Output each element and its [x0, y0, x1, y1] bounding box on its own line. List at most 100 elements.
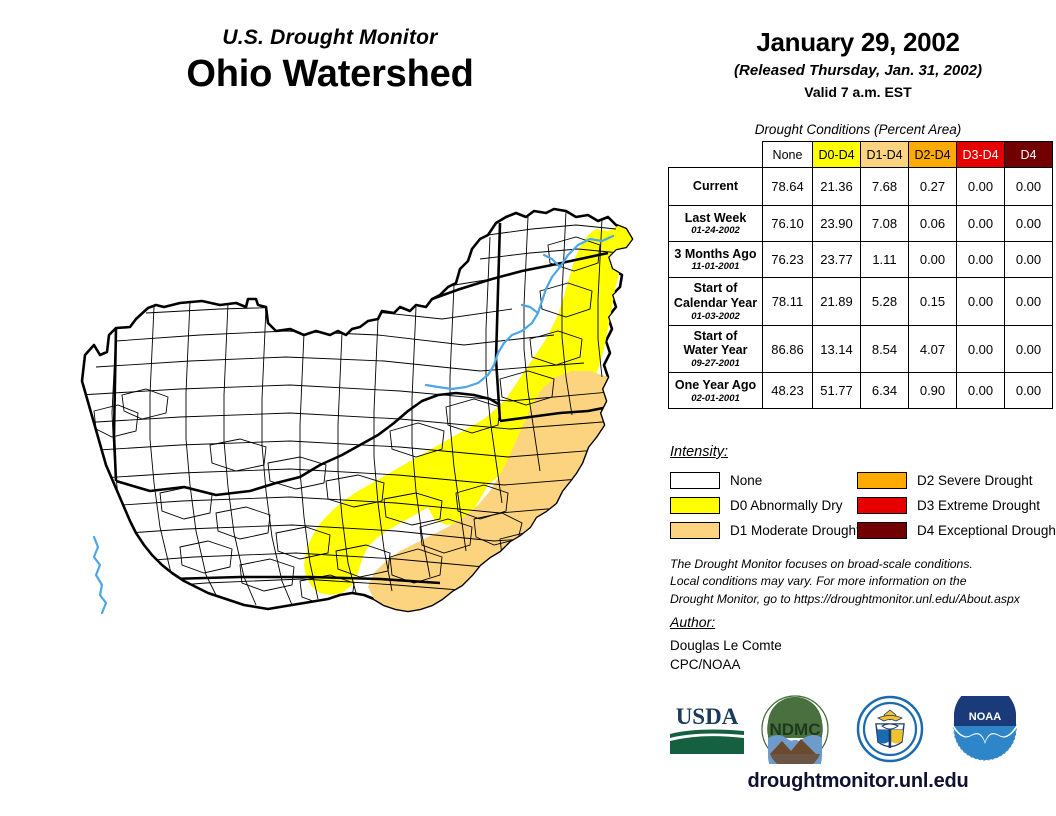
table-cell-none: 76.23 — [762, 241, 813, 278]
table-cell-d2-d4: 0.00 — [908, 241, 957, 278]
legend-column-left: None D0 Abnormally Dry D1 Moderate Drought — [670, 468, 860, 543]
author-affiliation: CPC/NOAA — [670, 657, 741, 673]
table-cell-d2-d4: 0.06 — [908, 205, 957, 242]
table-row: Start of Water Year 09-27-2001 86.86 13.14 8.… — [668, 324, 1053, 374]
row-label-text: Start of — [693, 281, 738, 295]
disclaimer-line-1: The Drought Monitor focuses on broad-sca… — [670, 557, 973, 571]
river-lines — [92, 234, 615, 615]
table-cell-d4: 0.00 — [1004, 277, 1053, 326]
drought-conditions-table: None D0-D4 D1-D4 D2-D4 D3-D4 D4 Current 78.64 2… — [668, 141, 1053, 410]
row-label: One Year Ago 02-01-2001 — [668, 372, 763, 410]
table-cell-d3-d4: 0.00 — [956, 205, 1005, 242]
table-cell-d3-d4: 0.00 — [956, 241, 1005, 278]
row-label-date: 09-27-2001 — [691, 358, 740, 370]
table-row: 3 Months Ago 11-01-2001 76.23 23.77 1.11 0.00… — [668, 241, 1053, 278]
legend-label: D0 Abnormally Dry — [730, 497, 843, 513]
legend-item: D4 Exceptional Drought — [857, 518, 1056, 542]
table-cell-d4: 0.00 — [1004, 324, 1053, 374]
row-label: Start of Water Year 09-27-2001 — [668, 324, 763, 374]
table-cell-none: 48.23 — [762, 372, 813, 410]
table-header-d1-d4: D1-D4 — [860, 141, 909, 168]
usda-logo: USDA — [670, 704, 744, 754]
released-on-text: (Released Thursday, Jan. 31, 2002) — [734, 61, 982, 79]
table-cell-none: 78.11 — [762, 277, 813, 326]
table-cell-d1-d4: 6.34 — [860, 372, 909, 410]
row-label-text: Start of — [693, 328, 738, 343]
table-cell-d4: 0.00 — [1004, 241, 1053, 278]
d2-severe-drought-region — [516, 531, 554, 561]
legend-item: D2 Severe Drought — [857, 468, 1056, 492]
table-cell-d2-d4: 4.07 — [908, 324, 957, 374]
legend-label: None — [730, 472, 763, 488]
legend-column-right: D2 Severe Drought D3 Extreme Drought D4 Ex… — [857, 468, 1056, 543]
table-cell-d0-d4: 51.77 — [812, 372, 861, 410]
table-cell-d2-d4: 0.15 — [908, 277, 957, 326]
page-title-block: U.S. Drought Monitor Ohio Watershed — [0, 26, 660, 97]
page-subtitle: U.S. Drought Monitor — [222, 26, 438, 49]
table-corner-cell — [669, 142, 763, 168]
legend-item: D1 Moderate Drought — [670, 518, 860, 542]
table-header-d4: D4 — [1004, 141, 1053, 168]
row-label-text: 3 Months Ago — [674, 246, 757, 261]
svg-text:NOAA: NOAA — [969, 711, 1001, 723]
table-cell-d0-d4: 23.90 — [812, 205, 861, 242]
table-header-d0-d4: D0-D4 — [812, 141, 861, 168]
row-label: Start of Calendar Year 01-03-2002 — [668, 277, 763, 326]
table-cell-d3-d4: 0.00 — [956, 372, 1005, 410]
table-cell-d0-d4: 13.14 — [812, 324, 861, 374]
author-heading: Author: — [670, 614, 716, 630]
row-label: Current — [668, 167, 763, 206]
release-date: January 29, 2002 — [756, 27, 960, 57]
noaa-logo: NOAA — [953, 696, 1017, 761]
legend-swatch — [670, 496, 720, 514]
row-label-date: 01-03-2002 — [691, 310, 740, 322]
row-label-text: One Year Ago — [674, 377, 757, 392]
table-cell-d1-d4: 1.11 — [860, 241, 909, 278]
table-header-none: None — [762, 141, 813, 168]
author-info: Douglas Le Comte CPC/NOAA — [670, 636, 782, 674]
row-label: 3 Months Ago 11-01-2001 — [668, 241, 763, 278]
ndmc-logo: NDMC — [761, 695, 829, 764]
drought-map — [60, 195, 660, 665]
table-row: Last Week 01-24-2002 76.10 23.90 7.08 0.06 0.0… — [668, 205, 1053, 242]
date-block: January 29, 2002 (Released Thursday, Jan… — [660, 27, 1056, 102]
ohio-watershed-map-svg — [80, 207, 634, 615]
table-cell-d1-d4: 7.68 — [860, 167, 909, 206]
table-cell-d1-d4: 7.08 — [860, 205, 909, 242]
legend-label: D3 Extreme Drought — [917, 497, 1041, 513]
table-cell-d3-d4: 0.00 — [956, 277, 1005, 326]
valid-time-text: Valid 7 a.m. EST — [804, 84, 912, 101]
row-label-date: 11-01-2001 — [691, 261, 740, 273]
doc-seal-logo — [856, 695, 924, 763]
table-header-d2-d4: D2-D4 — [908, 141, 957, 168]
row-label-text: Last Week — [684, 210, 747, 225]
table-caption: Drought Conditions (Percent Area) — [754, 122, 962, 137]
table-cell-d0-d4: 21.89 — [812, 277, 861, 326]
row-label-text: Calendar Year — [673, 295, 758, 310]
table-cell-none: 78.64 — [762, 167, 813, 206]
legend-swatch — [670, 471, 720, 489]
legend-label: D2 Severe Drought — [917, 472, 1033, 488]
table-cell-d0-d4: 21.36 — [812, 167, 861, 206]
table-row: Current 78.64 21.36 7.68 0.27 0.00 0.00 — [668, 167, 1053, 206]
table-cell-d4: 0.00 — [1004, 372, 1053, 410]
legend-item: D3 Extreme Drought — [857, 493, 1056, 517]
page-title: Ohio Watershed — [186, 53, 474, 96]
disclaimer-line-3: Drought Monitor, go to https://droughtmo… — [670, 591, 1020, 606]
table-cell-d3-d4: 0.00 — [956, 167, 1005, 206]
disclaimer-line-2: Local conditions may vary. For more info… — [670, 574, 967, 589]
table-cell-d1-d4: 8.54 — [860, 324, 909, 374]
author-name: Douglas Le Comte — [670, 638, 782, 653]
table-cell-none: 86.86 — [762, 324, 813, 374]
logo-strip: USDA NDMC NOAA — [660, 694, 1056, 764]
legend-swatch — [857, 521, 907, 539]
svg-text:NDMC: NDMC — [770, 720, 821, 739]
row-label-text: Current — [692, 179, 739, 194]
table-row: Start of Calendar Year 01-03-2002 78.11 21.8… — [668, 277, 1053, 326]
website-url: droughtmonitor.unl.edu — [747, 770, 969, 792]
table-cell-d1-d4: 5.28 — [860, 277, 909, 326]
legend-item: D0 Abnormally Dry — [670, 493, 860, 517]
row-label: Last Week 01-24-2002 — [668, 205, 763, 242]
table-cell-d4: 0.00 — [1004, 205, 1053, 242]
legend-label: D4 Exceptional Drought — [917, 522, 1056, 538]
